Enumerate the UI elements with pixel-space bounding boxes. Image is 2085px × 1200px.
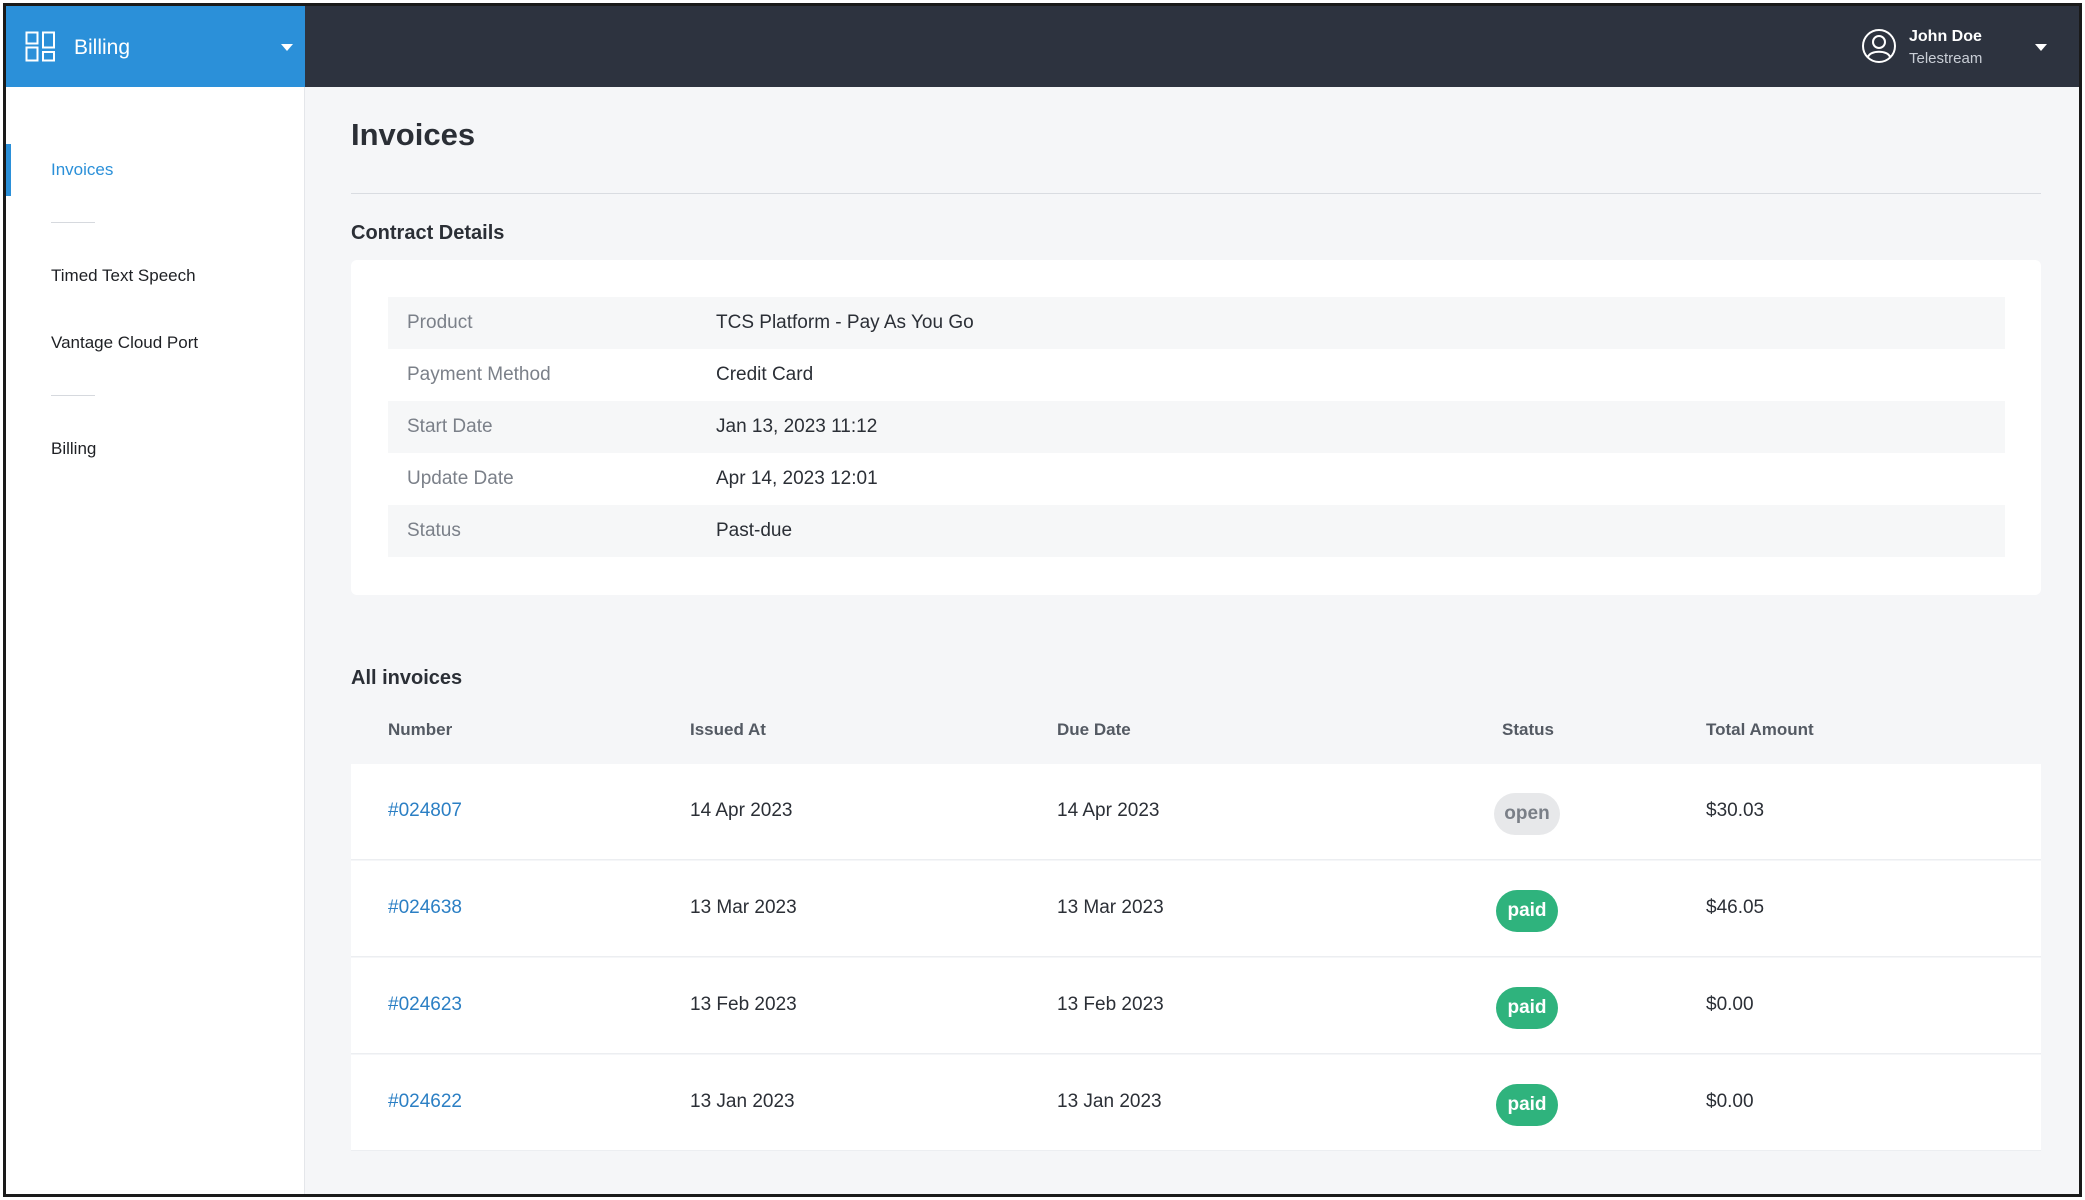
table-row: #024623 13 Feb 2023 13 Feb 2023 paid $0.… xyxy=(351,958,2041,1054)
detail-label: Status xyxy=(407,520,461,541)
due-date-cell: 13 Jan 2023 xyxy=(1057,1091,1162,1112)
column-header-number[interactable]: Number xyxy=(388,720,453,739)
detail-label: Product xyxy=(407,312,473,333)
invoice-number-link[interactable]: #024623 xyxy=(388,994,462,1015)
contract-details-card: Product TCS Platform - Pay As You Go Pay… xyxy=(351,260,2041,595)
sidebar-item-label: Timed Text Speech xyxy=(51,266,196,285)
detail-row-update-date: Update Date Apr 14, 2023 12:01 xyxy=(388,453,2005,505)
page-title: Invoices xyxy=(351,117,476,152)
sidebar-item-label: Invoices xyxy=(51,160,114,179)
column-header-status[interactable]: Status xyxy=(1502,720,1554,739)
sidebar-item-label: Vantage Cloud Port xyxy=(51,333,199,352)
status-badge: paid xyxy=(1496,1084,1558,1126)
detail-label: Update Date xyxy=(407,468,514,489)
due-date-cell: 13 Feb 2023 xyxy=(1057,994,1164,1015)
issued-at-cell: 13 Mar 2023 xyxy=(690,897,797,918)
grid-icon xyxy=(25,31,55,62)
detail-label: Payment Method xyxy=(407,364,551,385)
user-menu[interactable]: John Doe Telestream xyxy=(1859,6,2079,87)
divider xyxy=(351,193,2041,194)
table-row: #024622 13 Jan 2023 13 Jan 2023 paid $0.… xyxy=(351,1055,2041,1151)
issued-at-cell: 14 Apr 2023 xyxy=(690,800,793,821)
detail-value: Past-due xyxy=(716,520,793,541)
detail-row-status: Status Past-due xyxy=(388,505,2005,557)
table-row: #024807 14 Apr 2023 14 Apr 2023 open $30… xyxy=(351,764,2041,860)
detail-value: Credit Card xyxy=(716,364,814,385)
total-amount-cell: $46.05 xyxy=(1706,897,1765,918)
sidebar-divider xyxy=(51,222,95,223)
app-window: Billing John Doe Telestream Invoices Tim… xyxy=(3,3,2082,1197)
user-name: John Doe xyxy=(1909,28,1982,45)
chevron-down-icon xyxy=(2035,44,2047,51)
due-date-cell: 14 Apr 2023 xyxy=(1057,800,1160,821)
all-invoices-title: All invoices xyxy=(351,667,463,689)
status-badge: paid xyxy=(1496,987,1558,1029)
issued-at-cell: 13 Jan 2023 xyxy=(690,1091,795,1112)
user-circle-icon xyxy=(1862,29,1896,63)
sidebar-item-label: Billing xyxy=(51,439,97,458)
total-amount-cell: $0.00 xyxy=(1706,1091,1754,1112)
invoice-number-link[interactable]: #024638 xyxy=(388,897,462,918)
detail-row-start-date: Start Date Jan 13, 2023 11:12 xyxy=(388,401,2005,453)
chevron-down-icon xyxy=(281,44,293,51)
user-organization: Telestream xyxy=(1909,50,1983,67)
detail-label: Start Date xyxy=(407,416,493,437)
app-switcher[interactable]: Billing xyxy=(6,6,305,87)
detail-row-payment-method: Payment Method Credit Card xyxy=(388,349,2005,401)
invoice-number-link[interactable]: #024622 xyxy=(388,1091,462,1112)
column-header-issued-at[interactable]: Issued At xyxy=(690,720,766,739)
sidebar-item-billing[interactable]: Billing xyxy=(6,423,304,475)
column-header-due-date[interactable]: Due Date xyxy=(1057,720,1131,739)
top-bar: Billing John Doe Telestream xyxy=(6,6,2079,87)
sidebar-divider xyxy=(51,395,95,396)
sidebar-item-invoices[interactable]: Invoices xyxy=(6,144,304,196)
app-name: Billing xyxy=(74,36,131,59)
total-amount-cell: $30.03 xyxy=(1706,800,1765,821)
due-date-cell: 13 Mar 2023 xyxy=(1057,897,1164,918)
detail-value: TCS Platform - Pay As You Go xyxy=(716,312,974,333)
sidebar: Invoices Timed Text Speech Vantage Cloud… xyxy=(6,87,305,1194)
column-header-total-amount[interactable]: Total Amount xyxy=(1706,720,1814,739)
issued-at-cell: 13 Feb 2023 xyxy=(690,994,797,1015)
detail-value: Jan 13, 2023 11:12 xyxy=(716,416,878,437)
status-badge: open xyxy=(1494,793,1560,835)
table-row: #024638 13 Mar 2023 13 Mar 2023 paid $46… xyxy=(351,861,2041,957)
contract-details-title: Contract Details xyxy=(351,222,505,244)
total-amount-cell: $0.00 xyxy=(1706,994,1754,1015)
sidebar-item-vantage-cloud-port[interactable]: Vantage Cloud Port xyxy=(6,317,304,369)
sidebar-item-timed-text-speech[interactable]: Timed Text Speech xyxy=(6,250,304,302)
detail-row-product: Product TCS Platform - Pay As You Go xyxy=(388,297,2005,349)
invoices-table-header: Number Issued At Due Date Status Total A… xyxy=(351,720,2041,750)
status-badge: paid xyxy=(1496,890,1558,932)
main-content: Invoices Contract Details Product TCS Pl… xyxy=(305,87,2079,1194)
detail-value: Apr 14, 2023 12:01 xyxy=(716,468,878,489)
invoice-number-link[interactable]: #024807 xyxy=(388,800,462,821)
